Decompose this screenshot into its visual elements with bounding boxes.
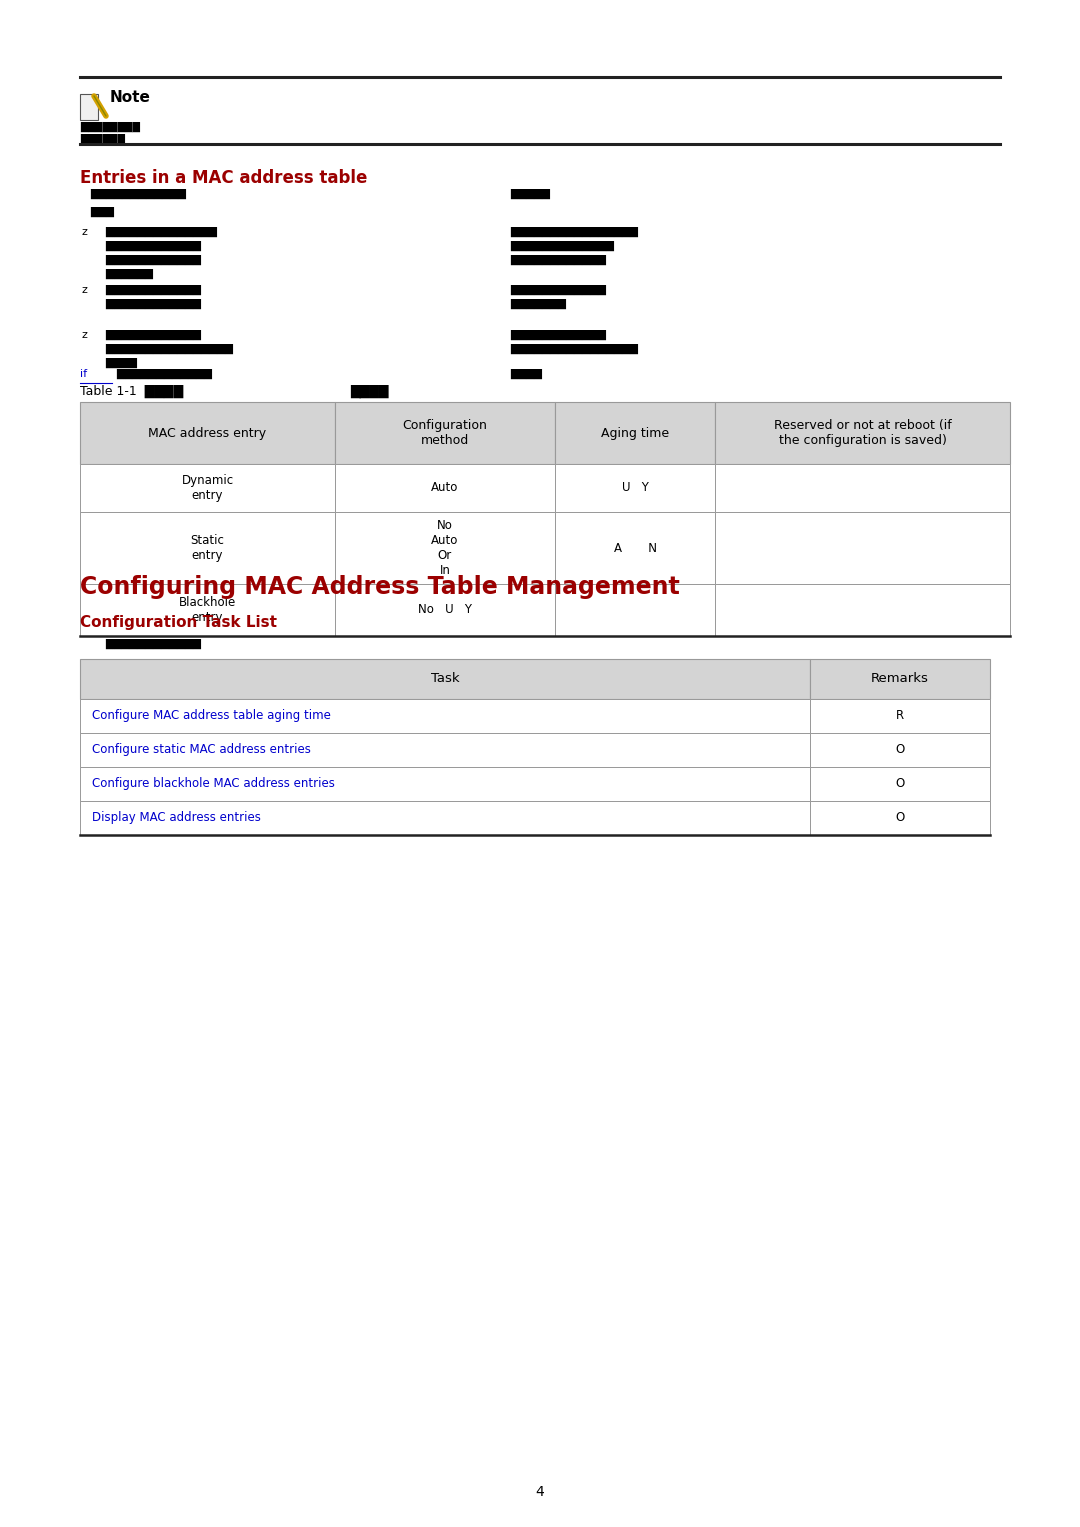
Bar (80, 95, 98, 121)
Bar (80, 733, 810, 767)
Text: if: if (80, 370, 87, 379)
Bar (715, 464, 1010, 512)
Text: O: O (895, 777, 905, 791)
Text: Configuration
method: Configuration method (403, 418, 487, 447)
Bar (335, 512, 555, 583)
Bar (715, 583, 1010, 637)
Text: z: z (82, 286, 87, 295)
Text: █████: █████ (510, 189, 550, 199)
Bar (80, 402, 335, 464)
Text: No
Auto
Or
In: No Auto Or In (431, 519, 459, 577)
Bar (810, 733, 990, 767)
Text: Configuration Task List: Configuration Task List (80, 615, 276, 631)
Text: Configure static MAC address entries: Configure static MAC address entries (92, 744, 311, 756)
Bar (555, 464, 715, 512)
Text: Configure MAC address table aging time: Configure MAC address table aging time (92, 710, 330, 722)
Bar (80, 767, 810, 802)
Text: ██████: ██████ (105, 269, 153, 279)
Bar (810, 767, 990, 802)
Text: ███: ███ (90, 208, 114, 217)
Text: Dynamic
entry: Dynamic entry (181, 473, 233, 502)
Text: Reserved or not at reboot (if
the configuration is saved): Reserved or not at reboot (if the config… (773, 418, 951, 447)
Bar (715, 402, 1010, 464)
Bar (715, 512, 1010, 583)
Text: Configuring MAC Address Table Management: Configuring MAC Address Table Management (80, 576, 679, 599)
Text: ████████████: ████████████ (510, 286, 606, 295)
Text: R: R (896, 710, 904, 722)
Text: O: O (895, 811, 905, 825)
Text: █████████████: █████████████ (510, 241, 615, 252)
Text: Static
entry: Static entry (190, 534, 225, 562)
Text: Remarks: Remarks (872, 672, 929, 686)
Text: ████████████████: ████████████████ (510, 344, 638, 354)
Bar (335, 583, 555, 637)
Bar (810, 660, 990, 699)
Text: A       N: A N (613, 542, 657, 554)
Text: ████████████: ████████████ (105, 638, 201, 649)
Text: MAC address entry: MAC address entry (148, 426, 267, 440)
Text: ████████████: ████████████ (510, 255, 606, 266)
Text: Auto: Auto (431, 481, 459, 495)
Bar (555, 583, 715, 637)
Text: Display MAC address entries: Display MAC address entries (92, 811, 261, 825)
Text: Configure blackhole MAC address entries: Configure blackhole MAC address entries (92, 777, 335, 791)
Text: ████████████: ████████████ (90, 189, 186, 199)
Bar (810, 699, 990, 733)
Text: ███████: ███████ (510, 299, 566, 308)
Text: ████: ████ (105, 357, 137, 368)
Text: ████: ████ (350, 385, 389, 399)
Bar (80, 802, 810, 835)
Bar (810, 802, 990, 835)
Bar (335, 402, 555, 464)
Text: ████████████: ████████████ (105, 330, 201, 341)
Bar (555, 512, 715, 583)
Text: ████████████: ████████████ (105, 255, 201, 266)
Text: ████████████: ████████████ (105, 286, 201, 295)
Bar (80, 699, 810, 733)
Text: 4: 4 (536, 1484, 544, 1500)
Bar (335, 464, 555, 512)
Text: Table 1-1  ████: Table 1-1 ████ (80, 385, 184, 399)
Bar (80, 464, 335, 512)
Text: Blackhole
entry: Blackhole entry (179, 596, 237, 625)
Text: z: z (82, 330, 87, 341)
Text: Note: Note (110, 90, 151, 105)
Text: ██████████████: ██████████████ (105, 228, 217, 237)
Text: ████████████: ████████████ (116, 370, 212, 379)
Text: No   U   Y: No U Y (418, 603, 472, 617)
Text: U   Y: U Y (622, 481, 648, 495)
Text: ████████████: ████████████ (510, 330, 606, 341)
Text: Aging time: Aging time (600, 426, 670, 440)
Bar (80, 512, 335, 583)
Bar (80, 583, 335, 637)
Text: ████████
██████: ████████ ██████ (80, 122, 140, 144)
Text: Task: Task (431, 672, 459, 686)
Text: O: O (895, 744, 905, 756)
Text: ████████████: ████████████ (105, 299, 201, 308)
Text: ████: ████ (510, 370, 542, 379)
Text: Entries in a MAC address table: Entries in a MAC address table (80, 169, 367, 186)
Bar (555, 402, 715, 464)
Text: ████████████████: ████████████████ (510, 228, 638, 237)
Text: z: z (82, 228, 87, 237)
Bar (80, 660, 810, 699)
Text: ████████████████: ████████████████ (105, 344, 233, 354)
Text: ████████████: ████████████ (105, 241, 201, 252)
